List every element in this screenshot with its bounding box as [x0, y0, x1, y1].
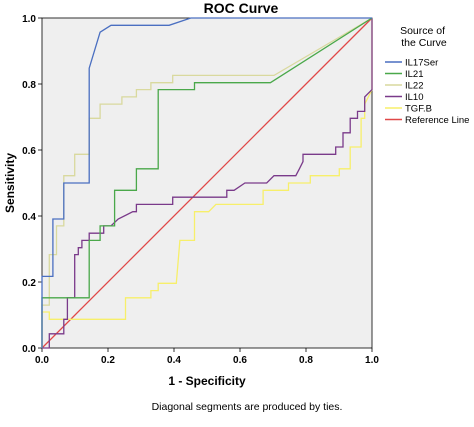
x-tick-label: 1.0 [365, 355, 379, 366]
y-tick-label: 0.0 [22, 344, 36, 355]
x-tick-label: 0.0 [35, 355, 49, 366]
y-tick-label: 0.4 [22, 212, 36, 223]
y-axis-label: Sensitivity [3, 153, 17, 213]
legend-label-il21: IL21 [405, 69, 424, 80]
legend-label-il17ser: IL17Ser [405, 58, 438, 69]
chart-title: ROC Curve [204, 0, 279, 16]
roc-line-reference-line [41, 17, 373, 349]
x-tick-label: 0.6 [233, 355, 247, 366]
legend-label-tgf-b: TGF.B [405, 104, 432, 115]
x-tick-label: 0.8 [299, 355, 313, 366]
y-tick-label: 0.2 [22, 278, 36, 289]
roc-line-il21 [41, 17, 373, 348]
x-tick-label: 0.4 [167, 355, 181, 366]
x-axis-ticks: 0.0 0.2 0.4 0.6 0.8 1.0 [35, 348, 379, 366]
y-tick-label: 0.6 [22, 146, 36, 157]
y-tick-label: 1.0 [22, 14, 36, 25]
footnote: Diagonal segments are produced by ties. [152, 401, 343, 413]
y-axis-ticks: 0.0 0.2 0.4 0.6 0.8 1.0 [22, 14, 42, 355]
y-tick-label: 0.8 [22, 80, 36, 91]
legend: Source of the Curve IL17SerIL21IL22IL10T… [385, 25, 469, 126]
legend-label-reference-line: Reference Line [405, 115, 469, 126]
roc-line-il22 [41, 17, 373, 348]
roc-line-il10 [42, 18, 373, 349]
legend-label-il22: IL22 [405, 81, 424, 92]
x-axis-label: 1 - Specificity [168, 374, 246, 388]
x-tick-label: 0.2 [101, 355, 115, 366]
roc-lines [41, 17, 373, 349]
legend-label-il10: IL10 [405, 92, 424, 103]
roc-line-il17ser [41, 17, 372, 348]
legend-title: Source of the Curve [400, 25, 448, 49]
roc-line-tgf-b [41, 18, 373, 348]
